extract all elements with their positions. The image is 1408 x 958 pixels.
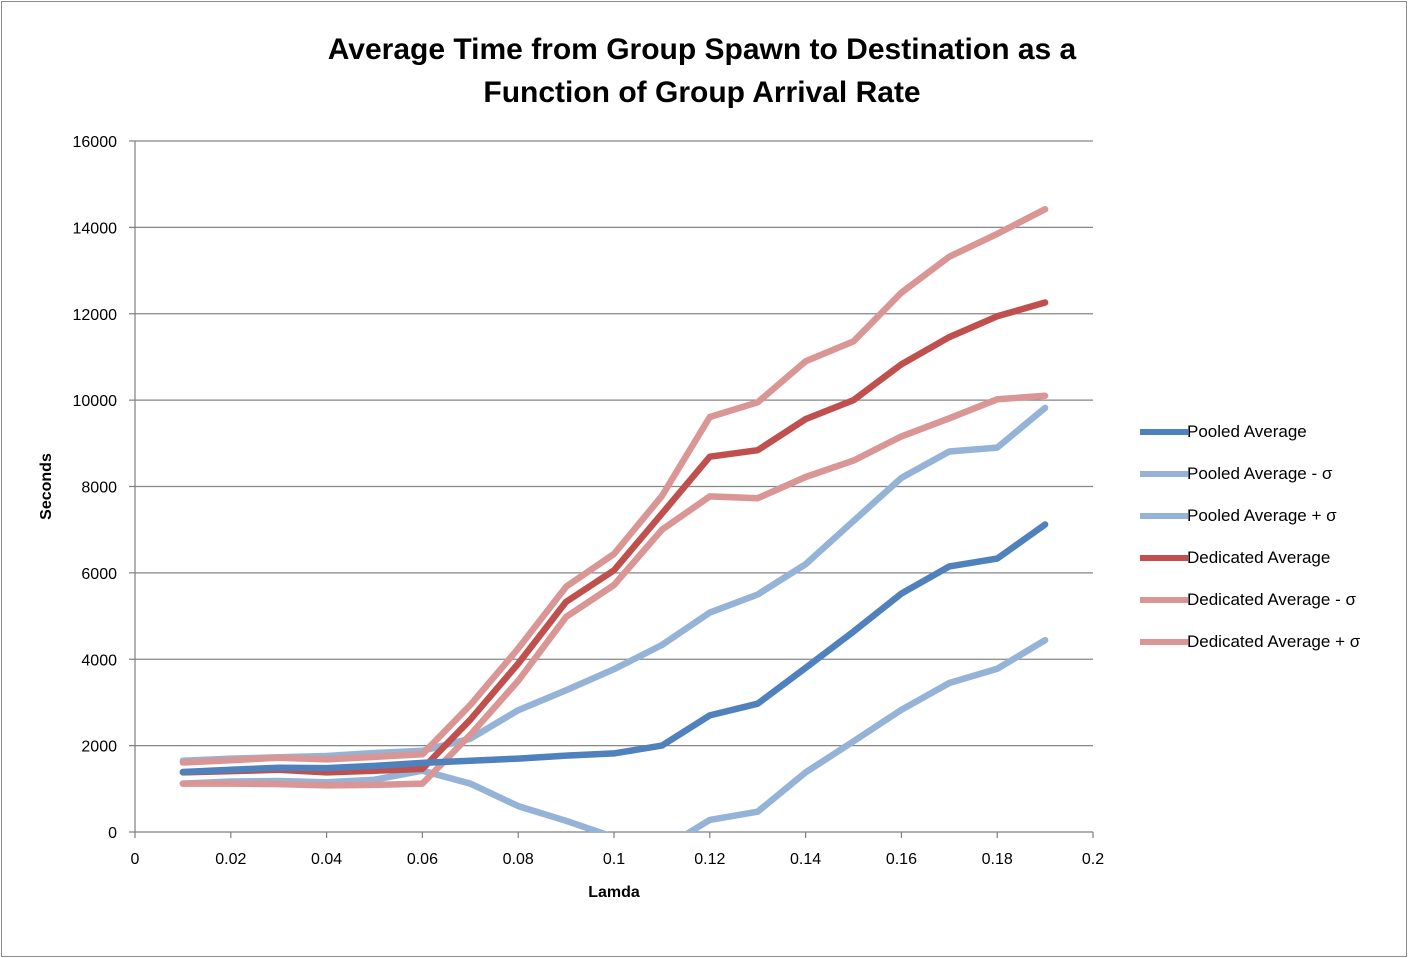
x-tick-label: 0.14	[790, 851, 821, 868]
x-tick-label: 0.1	[603, 851, 625, 868]
legend-swatch	[1140, 555, 1188, 561]
legend-swatch	[1140, 513, 1188, 519]
series-line-dedicated-average-plus-sigma	[179, 205, 1049, 766]
axis-ticks	[129, 140, 1094, 838]
tick-labels: 0 2000 4000 6000 8000 10000 12000 14000 16000 0 0.…	[73, 134, 1105, 868]
x-tick-label: 0.16	[886, 851, 917, 868]
legend-item: Dedicated Average + σ	[1138, 622, 1398, 664]
legend-label: Pooled Average - σ	[1187, 464, 1333, 483]
legend-label: Pooled Average + σ	[1187, 506, 1337, 525]
x-tick-label: 0.12	[694, 851, 725, 868]
x-tick-label: 0	[131, 851, 140, 868]
legend-swatch	[1140, 597, 1188, 603]
y-tick-label: 10000	[73, 393, 118, 410]
x-tick-label: 0.04	[311, 851, 342, 868]
chart-title: Average Time from Group Spawn to Destina…	[0, 28, 1404, 114]
y-tick-label: 16000	[73, 134, 118, 151]
y-tick-label: 6000	[81, 566, 117, 583]
chart-title-line-1: Average Time from Group Spawn to Destina…	[327, 33, 1077, 66]
x-tick-label: 0.06	[407, 851, 438, 868]
chart-legend: Pooled Average Pooled Average - σ Pooled A…	[1138, 412, 1398, 664]
legend-item: Pooled Average	[1138, 412, 1398, 454]
series-line-dedicated-average	[179, 299, 1049, 776]
y-tick-label: 2000	[81, 739, 117, 756]
legend-label: Pooled Average	[1187, 422, 1307, 441]
legend-item: Dedicated Average	[1138, 538, 1398, 580]
legend-swatch	[1140, 639, 1188, 645]
series-line-pooled-average-plus-sigma	[179, 404, 1049, 764]
y-axis-label: Seconds	[38, 453, 55, 520]
x-tick-label: 0.08	[503, 851, 534, 868]
legend-label: Dedicated Average - σ	[1187, 590, 1356, 609]
y-tick-label: 12000	[73, 307, 118, 324]
legend-label: Dedicated Average + σ	[1187, 632, 1361, 651]
x-tick-label: 0.2	[1082, 851, 1104, 868]
y-tick-label: 0	[108, 825, 117, 842]
series-line-dedicated-average-minus-sigma	[179, 392, 1049, 789]
y-tick-label: 8000	[81, 480, 117, 497]
x-tick-label: 0.18	[982, 851, 1013, 868]
x-axis-label: Lamda	[588, 884, 640, 901]
legend-item: Pooled Average - σ	[1138, 454, 1398, 496]
legend-swatch	[1140, 429, 1188, 435]
legend-item: Pooled Average + σ	[1138, 496, 1398, 538]
series-line-pooled-average	[179, 521, 1049, 776]
y-tick-label: 14000	[73, 220, 118, 237]
legend-label: Dedicated Average	[1187, 548, 1331, 567]
legend-swatch	[1140, 471, 1188, 477]
legend-item: Dedicated Average - σ	[1138, 580, 1398, 622]
gridlines	[135, 140, 1093, 747]
x-tick-label: 0.02	[215, 851, 246, 868]
chart-title-line-2: Function of Group Arrival Rate	[483, 76, 921, 109]
series-lines	[179, 205, 1049, 832]
y-tick-label: 4000	[81, 652, 117, 669]
